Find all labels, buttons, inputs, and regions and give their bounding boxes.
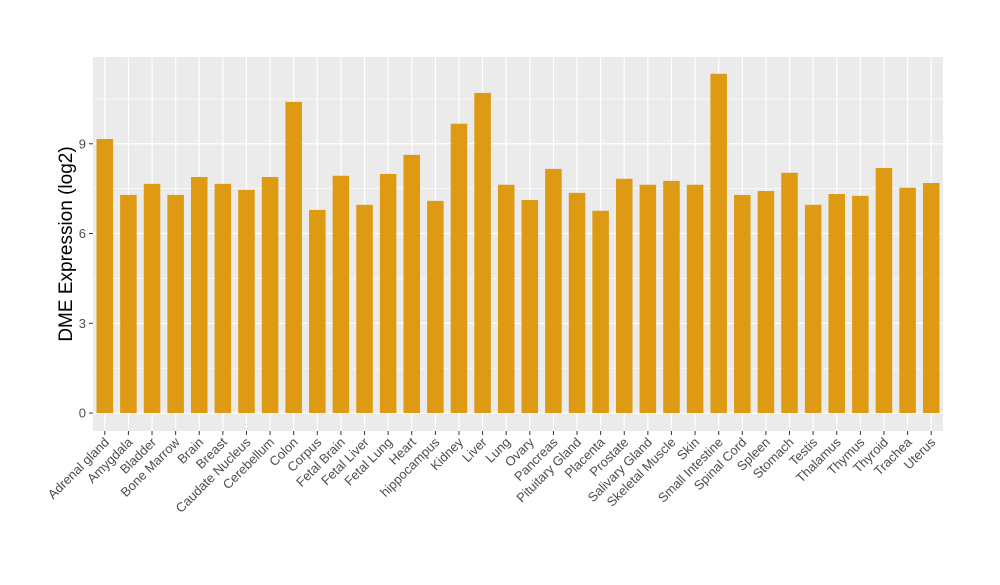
- bar-bone-marrow: [167, 194, 184, 414]
- bar-skeletal-muscle: [663, 180, 680, 414]
- bar-placenta: [592, 210, 609, 414]
- bar-spleen: [757, 191, 775, 414]
- bar-thyroid: [875, 168, 893, 414]
- bar-hippocampus: [427, 200, 444, 414]
- bar-prostate: [615, 178, 633, 414]
- y-tick-label: 0: [79, 406, 86, 421]
- bar-adrenal-gland: [96, 138, 114, 414]
- bar-heart: [403, 154, 421, 414]
- x-tick-label: Liver: [459, 434, 490, 465]
- bar-thymus: [852, 195, 869, 414]
- bar-uterus: [922, 182, 940, 414]
- bar-fetal-lung: [379, 173, 397, 414]
- y-tick-label: 6: [79, 226, 86, 241]
- bar-thalamus: [828, 194, 846, 414]
- bar-stomach: [781, 172, 798, 414]
- y-tick-label: 3: [79, 316, 86, 331]
- bar-spinal-cord: [734, 194, 751, 414]
- bar-lung: [497, 184, 515, 414]
- plot-panel: [93, 57, 943, 431]
- bar-small-intestine: [710, 73, 727, 414]
- y-axis-label: DME Expression (log2): [56, 146, 77, 341]
- bar-bladder: [143, 183, 161, 414]
- bar-salivary-gland: [639, 184, 657, 414]
- bar-ovary: [521, 200, 539, 414]
- bar-fetal-brain: [332, 175, 350, 414]
- bar-liver: [474, 92, 491, 414]
- bar-trachea: [899, 187, 916, 414]
- bar-brain: [190, 176, 208, 414]
- bar-amygdala: [120, 194, 137, 414]
- bar-cerebellum: [261, 176, 279, 414]
- bar-pancreas: [545, 168, 562, 414]
- y-axis: 0 3 6 9: [79, 136, 93, 421]
- y-tick-label: 9: [79, 136, 86, 151]
- bar-colon: [285, 101, 302, 414]
- bar-caudate-nucleus: [238, 189, 255, 414]
- bar-pituitary-gland: [568, 192, 586, 414]
- bar-fetal-liver: [356, 204, 373, 414]
- bars: [96, 73, 940, 414]
- bar-kidney: [450, 123, 468, 414]
- bar-testis: [804, 204, 822, 414]
- bar-corpus: [309, 209, 326, 414]
- bar-breast: [214, 183, 232, 414]
- bar-skin: [686, 184, 704, 414]
